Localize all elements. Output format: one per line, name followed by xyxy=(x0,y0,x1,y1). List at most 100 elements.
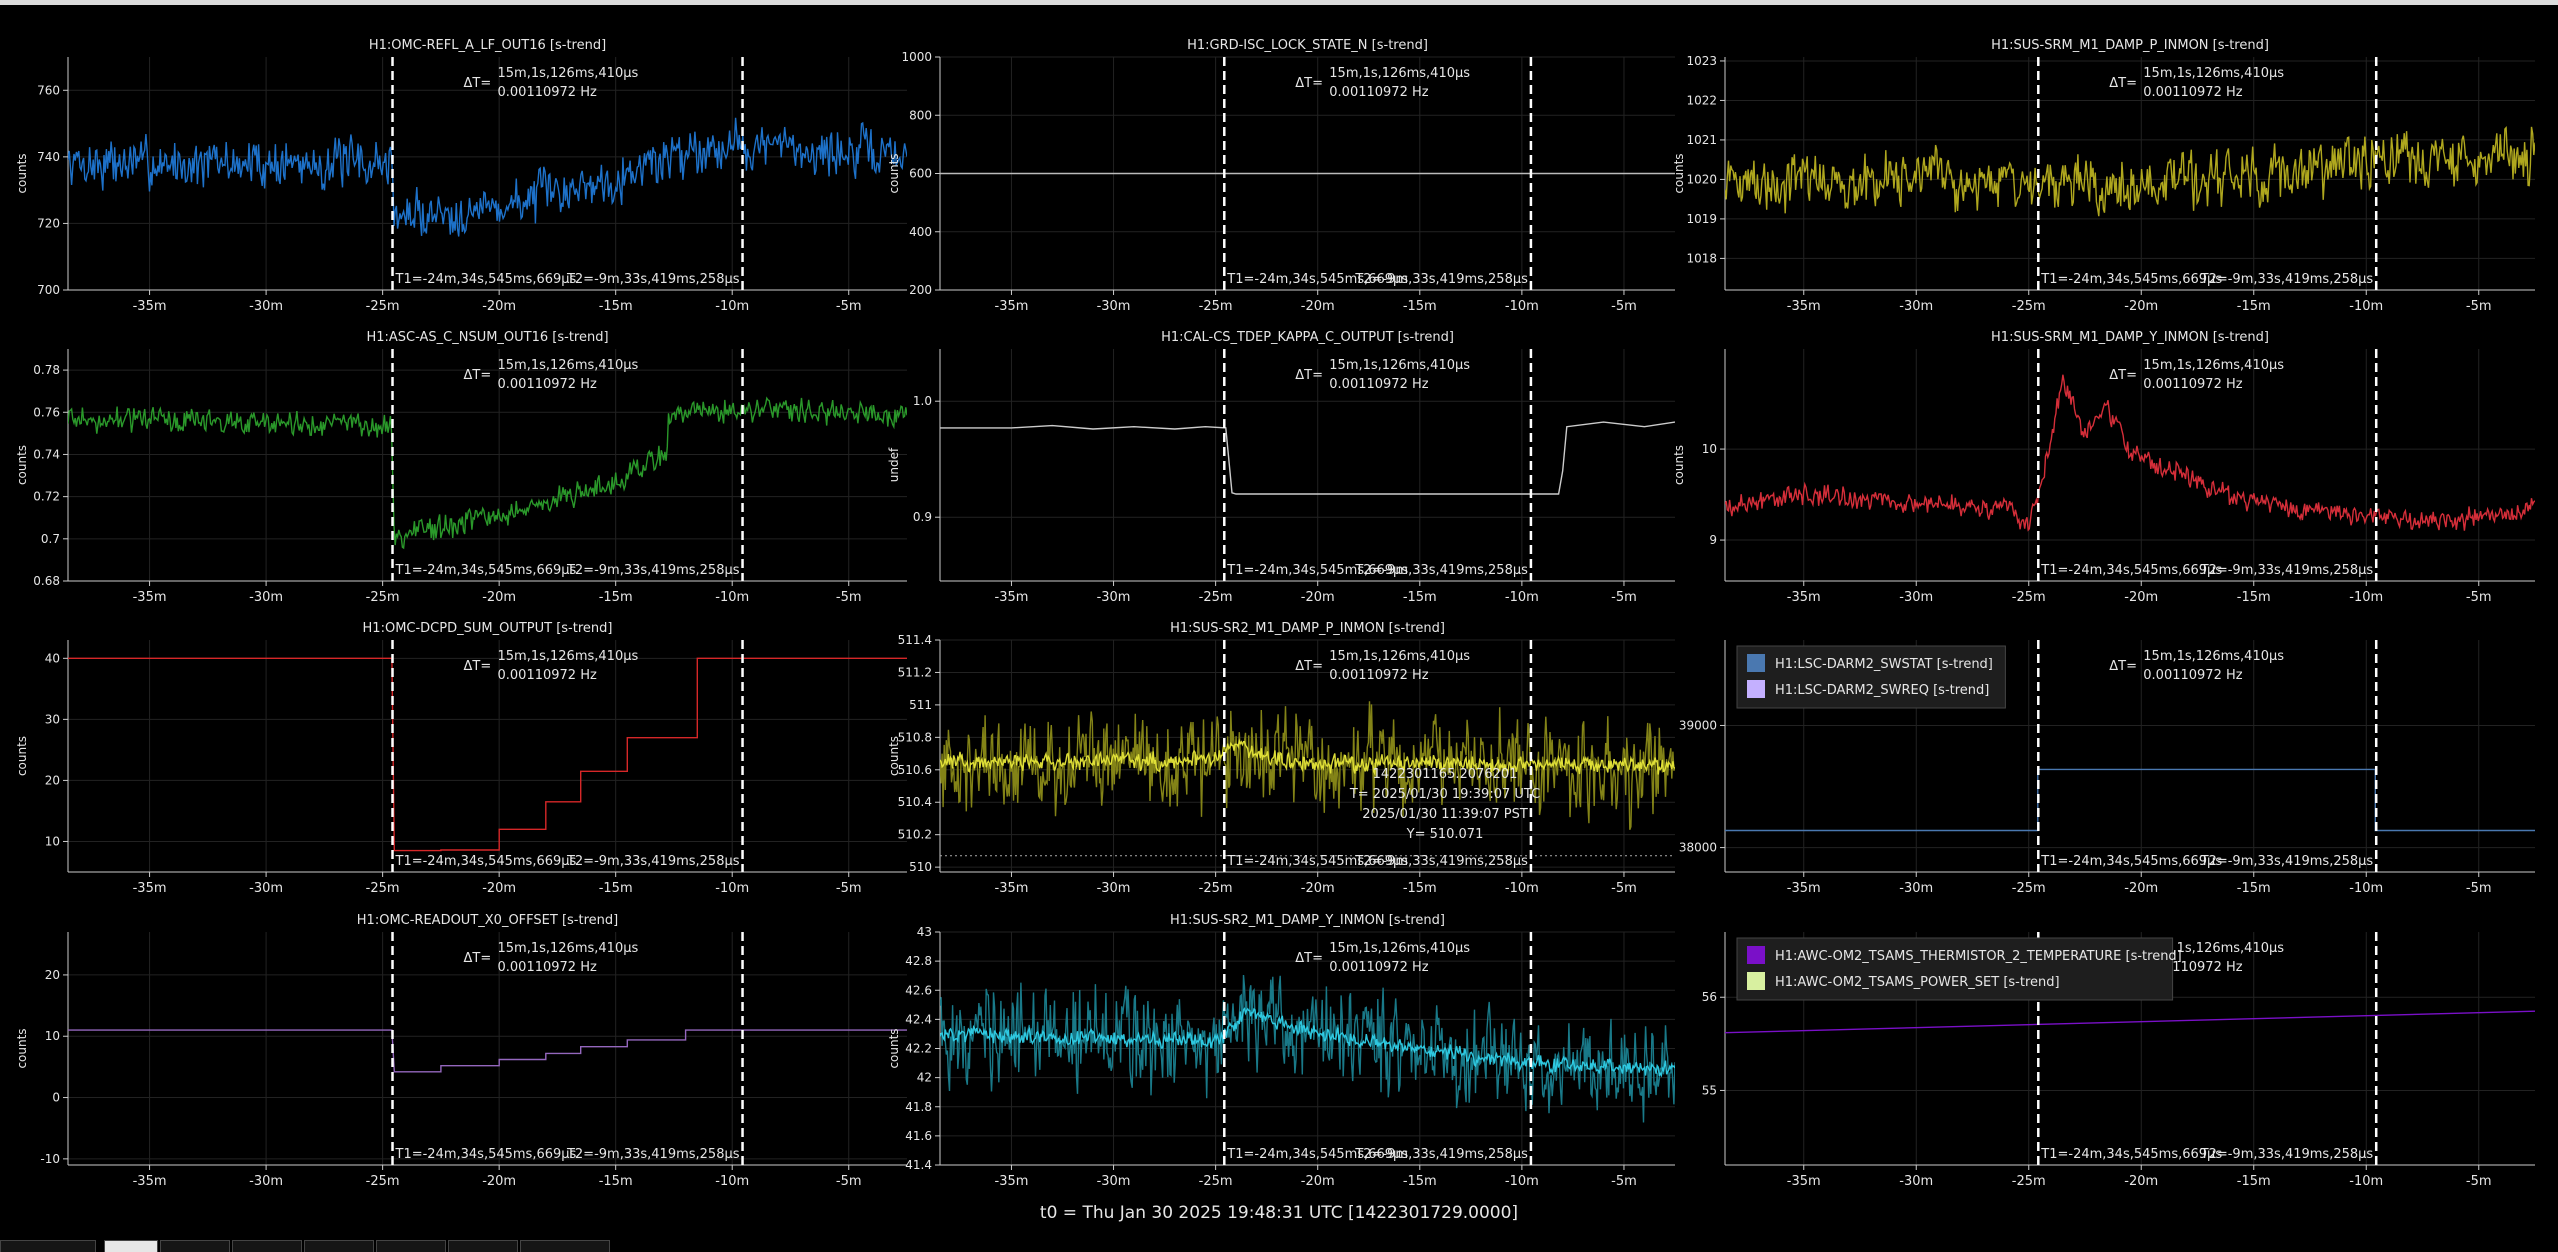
series-group xyxy=(940,421,1675,495)
x-tick-label: -35m xyxy=(1787,1174,1821,1189)
series-group xyxy=(940,701,1675,857)
delta-f-value: 0.00110972 Hz xyxy=(1329,668,1428,683)
y-tick-label: 1020 xyxy=(1686,172,1717,186)
t1-label: T1=-24m,34s,545ms,669μs xyxy=(395,272,577,287)
x-tick-label: -30m xyxy=(249,299,283,314)
plot-title: H1:ASC-AS_C_NSUM_OUT16 [s-trend] xyxy=(366,330,608,345)
x-tick-label: -30m xyxy=(249,590,283,605)
y-tick-label: 720 xyxy=(37,216,60,230)
x-tick-label: -25m xyxy=(366,590,400,605)
t2-label: T2=-9m,33s,419ms,258μs xyxy=(2200,272,2374,287)
plot-title: H1:SUS-SRM_M1_DAMP_P_INMON [s-trend] xyxy=(1991,38,2269,53)
plot-3[interactable]: H1:ASC-AS_C_NSUM_OUT16 [s-trend] counts -3… xyxy=(15,330,907,605)
x-tick-label: -25m xyxy=(2012,881,2046,896)
series-line-0 xyxy=(940,421,1675,495)
y-axis-label: counts xyxy=(887,1028,901,1068)
delta-t-label: ΔT= xyxy=(464,951,492,966)
t2-label: T2=-9m,33s,419ms,258μs xyxy=(2200,563,2374,578)
x-tick-label: -35m xyxy=(1787,881,1821,896)
t1-label: T1=-24m,34s,545ms,669μs xyxy=(2040,272,2222,287)
delta-t-value: 15m,1s,126ms,410μs xyxy=(1329,66,1470,81)
plot-title: H1:SUS-SR2_M1_DAMP_Y_INMON [s-trend] xyxy=(1170,913,1445,928)
t2-label: T2=-9m,33s,419ms,258μs xyxy=(2200,854,2374,869)
y-tick-label: 10 xyxy=(45,1029,60,1043)
y-tick-label: 1000 xyxy=(901,50,932,64)
y-tick-label: 800 xyxy=(909,108,932,122)
x-tick-label: -15m xyxy=(1403,881,1437,896)
x-tick-label: -25m xyxy=(1199,299,1233,314)
plot-9[interactable]: H1:OMC-READOUT_X0_OFFSET [s-trend] counts… xyxy=(15,913,907,1189)
x-tick-label: -20m xyxy=(2124,299,2158,314)
y-axis-label: counts xyxy=(887,153,901,193)
y-axis-label: counts xyxy=(1672,445,1686,485)
t1-label: T1=-24m,34s,545ms,669μs xyxy=(1226,854,1408,869)
x-tick-label: -30m xyxy=(1097,1174,1131,1189)
x-tick-label: -5m xyxy=(836,590,862,605)
x-tick-label: -15m xyxy=(2237,590,2271,605)
series-line-0 xyxy=(940,974,1675,1123)
x-tick-label: -20m xyxy=(1301,881,1335,896)
y-tick-label: 510 xyxy=(909,860,932,874)
series-group xyxy=(68,1029,907,1073)
series-line-0 xyxy=(1725,1010,2535,1034)
plot-1[interactable]: H1:GRD-ISC_LOCK_STATE_N [s-trend] counts -… xyxy=(887,38,1675,314)
x-tick-label: -5m xyxy=(836,881,862,896)
plot-10[interactable]: H1:SUS-SR2_M1_DAMP_Y_INMON [s-trend] coun… xyxy=(887,913,1675,1189)
series-group xyxy=(68,657,907,852)
y-tick-label: 760 xyxy=(37,83,60,97)
plot-7[interactable]: H1:SUS-SR2_M1_DAMP_P_INMON [s-trend] coun… xyxy=(887,621,1675,896)
x-tick-label: -20m xyxy=(482,590,516,605)
tab-2[interactable] xyxy=(160,1240,230,1252)
tab-4[interactable] xyxy=(304,1240,374,1252)
x-tick-label: -30m xyxy=(1097,590,1131,605)
tab-1[interactable] xyxy=(104,1240,158,1252)
delta-f-value: 0.00110972 Hz xyxy=(498,377,597,392)
plot-8[interactable]: -35m -30m -25m -20m -15m -10m -5m 38000 39000 T1=… xyxy=(1679,640,2535,896)
y-tick-label: 43 xyxy=(917,925,932,939)
series-group xyxy=(940,974,1675,1123)
delta-t-label: ΔT= xyxy=(2109,368,2137,383)
x-tick-label: -35m xyxy=(995,1174,1029,1189)
x-tick-label: -5m xyxy=(836,299,862,314)
delta-t-label: ΔT= xyxy=(464,76,492,91)
x-tick-label: -25m xyxy=(366,881,400,896)
y-tick-label: 55 xyxy=(1702,1083,1717,1097)
y-tick-label: 511.2 xyxy=(898,665,932,679)
x-tick-label: -20m xyxy=(1301,1174,1335,1189)
top-bar xyxy=(0,0,2558,5)
plot-grid[interactable]: H1:OMC-REFL_A_LF_OUT16 [s-trend] counts -3… xyxy=(0,5,2558,1210)
x-tick-label: -15m xyxy=(1403,590,1437,605)
plot-4[interactable]: H1:CAL-CS_TDEP_KAPPA_C_OUTPUT [s-trend] u… xyxy=(887,330,1675,605)
t2-label: T2=-9m,33s,419ms,258μs xyxy=(566,854,740,869)
y-tick-label: 42 xyxy=(917,1071,932,1085)
plot-0[interactable]: H1:OMC-REFL_A_LF_OUT16 [s-trend] counts -3… xyxy=(15,38,907,314)
y-tick-label: 10 xyxy=(45,834,60,848)
plot-11[interactable]: -35m -30m -25m -20m -15m -10m -5m 55 56 T1=-24m,3… xyxy=(1702,932,2535,1189)
y-tick-label: 1023 xyxy=(1686,54,1717,68)
plot-6[interactable]: H1:OMC-DCPD_SUM_OUTPUT [s-trend] counts -3… xyxy=(15,621,907,896)
tab-5[interactable] xyxy=(376,1240,446,1252)
x-tick-label: -20m xyxy=(2124,590,2158,605)
tab-3[interactable] xyxy=(232,1240,302,1252)
legend-swatch xyxy=(1747,654,1765,672)
plot-5[interactable]: H1:SUS-SRM_M1_DAMP_Y_INMON [s-trend] coun… xyxy=(1672,330,2535,605)
tab-6[interactable] xyxy=(448,1240,518,1252)
series-group xyxy=(68,117,907,237)
x-tick-label: -25m xyxy=(366,1174,400,1189)
x-tick-label: -35m xyxy=(995,299,1029,314)
series-line-1 xyxy=(940,738,1675,777)
tab-7[interactable] xyxy=(520,1240,610,1252)
tab-0[interactable] xyxy=(0,1240,96,1252)
plot-2[interactable]: H1:SUS-SRM_M1_DAMP_P_INMON [s-trend] coun… xyxy=(1672,38,2535,314)
x-tick-label: -5m xyxy=(1611,299,1637,314)
delta-f-value: 0.00110972 Hz xyxy=(2143,377,2242,392)
y-tick-label: 0.9 xyxy=(913,510,932,524)
delta-t-label: ΔT= xyxy=(1295,951,1323,966)
x-tick-label: -35m xyxy=(133,590,167,605)
series-line-0 xyxy=(68,117,907,237)
tab-bar[interactable] xyxy=(0,1240,620,1252)
x-tick-label: -5m xyxy=(2466,299,2492,314)
delta-t-value: 15m,1s,126ms,410μs xyxy=(2143,941,2284,956)
plot-title: H1:CAL-CS_TDEP_KAPPA_C_OUTPUT [s-trend] xyxy=(1161,330,1454,345)
plot-title: H1:SUS-SR2_M1_DAMP_P_INMON [s-trend] xyxy=(1170,621,1445,636)
